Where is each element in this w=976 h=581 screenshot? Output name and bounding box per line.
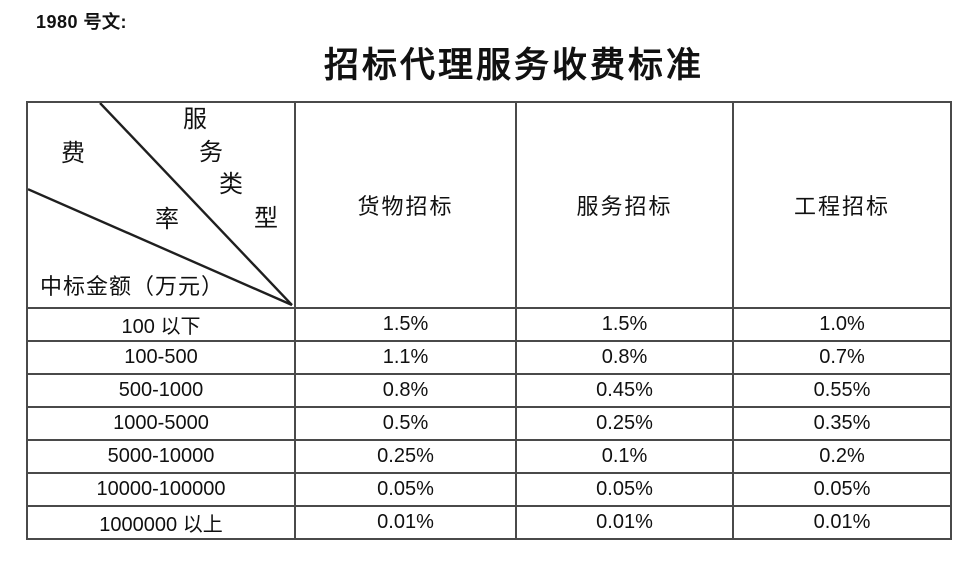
diagonal-line-upper <box>99 104 293 306</box>
table-row: 100 以下 1.5% 1.5% 1.0% <box>26 307 952 342</box>
fee-value: 1.0% <box>732 307 952 342</box>
fee-value: 1.5% <box>294 307 517 342</box>
fee-value: 0.25% <box>515 406 734 441</box>
fee-table: 服 务 类 型 费 率 中标金额（万元） 货物招标 服务招标 工程招标 100 … <box>26 101 952 540</box>
fee-value: 0.05% <box>515 472 734 507</box>
row-label: 1000-5000 <box>26 406 296 441</box>
fee-value: 1.5% <box>515 307 734 342</box>
column-header-goods: 货物招标 <box>294 101 517 309</box>
table-row: 10000-100000 0.05% 0.05% 0.05% <box>26 472 952 507</box>
corner-header-cell: 服 务 类 型 费 率 中标金额（万元） <box>26 101 296 309</box>
fee-value: 0.1% <box>515 439 734 474</box>
fee-rate-label-char: 费 <box>61 141 85 167</box>
fee-value: 0.01% <box>294 505 517 540</box>
fee-value: 0.35% <box>732 406 952 441</box>
fee-value: 0.8% <box>294 373 517 408</box>
fee-value: 0.05% <box>294 472 517 507</box>
row-label: 100-500 <box>26 340 296 375</box>
page-title: 招标代理服务收费标准 <box>323 46 704 85</box>
fee-value: 0.55% <box>732 373 952 408</box>
table-row: 500-1000 0.8% 0.45% 0.55% <box>26 373 952 408</box>
service-type-label-char: 类 <box>219 172 243 198</box>
fee-value: 0.45% <box>515 373 734 408</box>
fee-value: 1.1% <box>294 340 517 375</box>
column-header-services: 服务招标 <box>515 101 734 309</box>
table-header-row: 服 务 类 型 费 率 中标金额（万元） 货物招标 服务招标 工程招标 <box>26 101 952 309</box>
service-type-label-char: 服 <box>183 107 207 133</box>
service-type-label-char: 型 <box>254 206 278 232</box>
column-header-works: 工程招标 <box>732 101 952 309</box>
fee-value: 0.01% <box>732 505 952 540</box>
row-label: 500-1000 <box>26 373 296 408</box>
fee-value: 0.7% <box>732 340 952 375</box>
table-row: 1000-5000 0.5% 0.25% 0.35% <box>26 406 952 441</box>
diagonal-line-lower <box>29 188 293 306</box>
bid-amount-label: 中标金额（万元） <box>40 274 225 299</box>
diagonal-lines <box>29 104 293 306</box>
service-type-label-char: 务 <box>199 140 223 166</box>
fee-rate-label-char: 率 <box>155 207 179 233</box>
fee-value: 0.5% <box>294 406 517 441</box>
table-row: 1000000 以上 0.01% 0.01% 0.01% <box>26 505 952 540</box>
row-label: 5000-10000 <box>26 439 296 474</box>
row-label: 100 以下 <box>26 307 296 342</box>
fee-value: 0.2% <box>732 439 952 474</box>
fee-value: 0.01% <box>515 505 734 540</box>
row-label: 10000-100000 <box>26 472 296 507</box>
fee-value: 0.05% <box>732 472 952 507</box>
table-row: 100-500 1.1% 0.8% 0.7% <box>26 340 952 375</box>
fee-value: 0.8% <box>515 340 734 375</box>
table-row: 5000-10000 0.25% 0.1% 0.2% <box>26 439 952 474</box>
fee-value: 0.25% <box>294 439 517 474</box>
doc-number: 1980 号文: <box>36 12 128 32</box>
row-label: 1000000 以上 <box>26 505 296 540</box>
